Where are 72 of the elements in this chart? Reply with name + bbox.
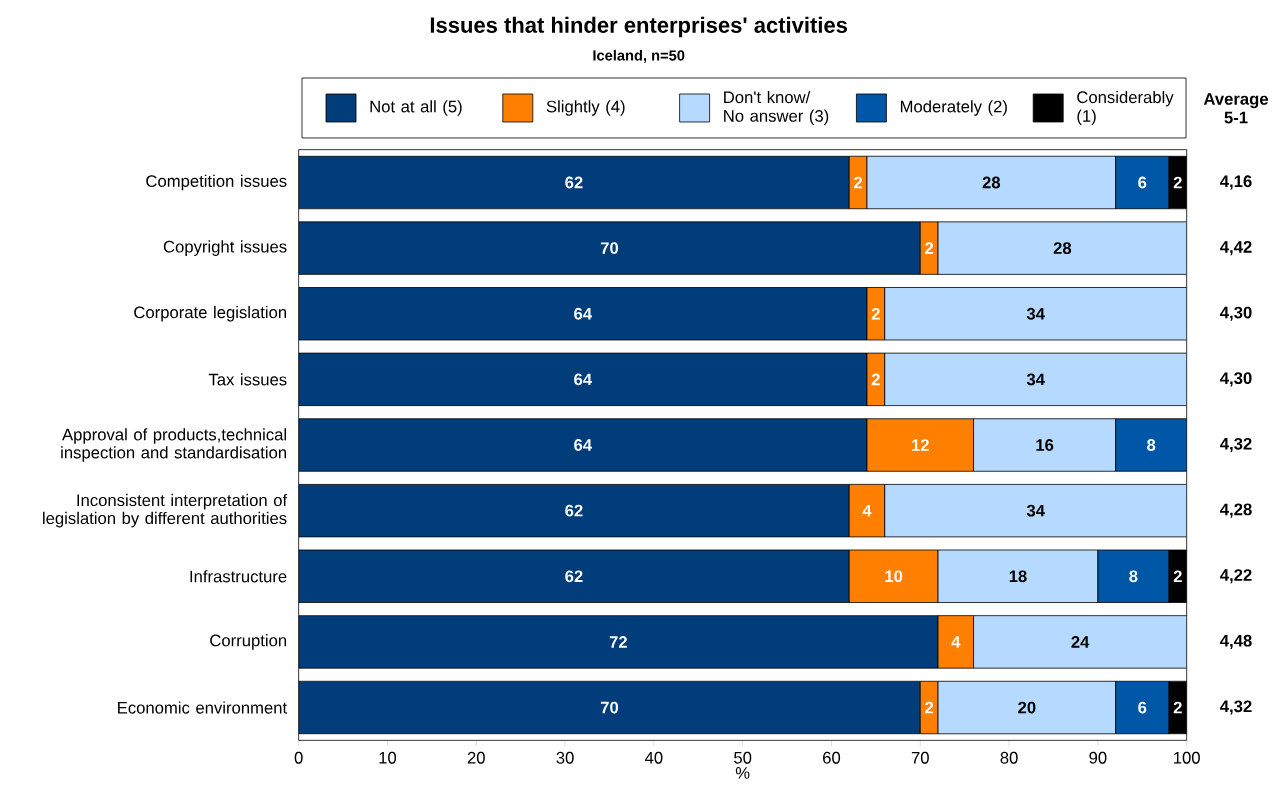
text: 4,28 [1220,503,1252,518]
data-label: 34 [1026,373,1045,386]
text: 4,32 [1220,437,1252,453]
text: 4,16 [1220,175,1252,190]
legend-label: Slightly (4) [546,100,625,116]
y-tick-label: Economic environment [118,701,288,714]
x-tick-label: 90 [1089,751,1107,764]
data-label: 20 [1018,701,1036,714]
data-label: 2 [1173,176,1182,189]
data-label: 2 [871,307,880,320]
x-tick-label: 0 [294,751,303,764]
chart-title: Issues that hinder enterprises' activities [430,16,848,38]
data-label: 62 [565,176,583,189]
data-label: 18 [1009,570,1027,583]
x-tick-label: 40 [644,751,663,764]
x-tick-label: 80 [1000,751,1018,764]
x-tick-label: 10 [379,751,397,764]
legend-label: Considerably (1) [1077,90,1174,126]
x-tick-label: 20 [467,751,485,764]
y-tick-label: Approval of products,technical inspection and standardisation [61,428,287,462]
text: 4,30 [1220,372,1252,387]
data-label: 12 [912,439,929,451]
x-tick-label: 60 [823,751,841,764]
data-label: 62 [565,570,583,583]
x-tick-label: 70 [911,751,929,764]
legend-label: Moderately (2) [900,100,1007,116]
data-label: 6 [1138,176,1147,189]
data-label: 2 [871,373,880,386]
data-label: 4 [862,504,872,517]
data-label: 2 [854,176,863,189]
data-label: 70 [600,701,619,714]
data-label: 2 [925,242,934,254]
y-tick-label: Corporate legislation [134,305,287,322]
chart-subtitle: Iceland, n=50 [593,49,685,63]
data-label: 72 [609,636,627,648]
y-tick-label: Infrastructure [190,570,287,583]
y-tick-label: Copyright issues [163,240,287,256]
data-label: 2 [1173,570,1182,583]
text: 4,22 [1220,569,1252,584]
text: 4,32 [1220,700,1252,715]
data-label: 2 [1173,701,1182,714]
data-label: 64 [574,373,593,386]
data-label: 10 [885,570,903,583]
text: 4,42 [1220,241,1252,256]
data-label: 62 [565,504,583,517]
data-label: 64 [574,439,593,451]
legend-label: Not at all (5) [370,100,462,116]
data-label: 64 [574,307,593,320]
data-label: 34 [1026,307,1045,320]
data-label: 2 [925,701,934,714]
y-tick-label: Inconsistent interpretation of legislation by different authorities [43,493,288,528]
x-tick-label: 30 [556,751,574,764]
data-label: 28 [982,176,1001,189]
text: 4,48 [1220,634,1252,649]
data-label: 28 [1053,242,1072,255]
x-tick-label: 50 [734,751,752,764]
y-tick-label: Corruption [210,634,287,650]
data-label: 70 [600,242,619,255]
x-tick-label: 100 [1174,751,1200,764]
data-label: 8 [1129,570,1138,583]
data-label: 6 [1138,701,1147,714]
data-label: 8 [1147,439,1156,451]
y-tick-label: Competition issues [146,174,287,191]
text: Average 5-1 [1203,93,1269,124]
data-label: 16 [1036,439,1054,451]
x-axis-title: % [735,767,750,779]
data-label: 34 [1026,504,1045,517]
text: 4,30 [1220,306,1252,321]
legend-label: Don't know/ No answer (3) [724,90,829,126]
y-tick-label: Tax issues [208,373,287,386]
data-label: 4 [951,636,961,648]
data-label: 24 [1071,636,1090,648]
